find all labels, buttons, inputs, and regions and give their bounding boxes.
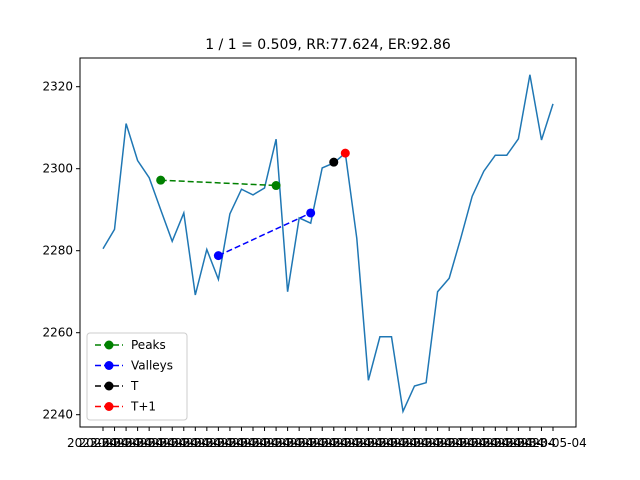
x-tick-label: 2023-04 (113, 436, 163, 450)
x-tick-label: 2023-04 (471, 436, 521, 450)
x-tick-label: 2023-04 (229, 436, 279, 450)
t-point (329, 157, 339, 167)
x-tick-label: 2023-04 (217, 436, 267, 450)
legend-peaks-label: Peaks (131, 338, 166, 352)
legend-peaks-marker (104, 340, 114, 350)
t-1-point (340, 148, 350, 158)
valleys-point (306, 208, 316, 218)
x-tick-label: 2023-04 (90, 436, 140, 450)
plot-frame (79, 57, 577, 428)
valleys-line (218, 212, 312, 257)
x-tick-label: 2023-04 (286, 436, 336, 450)
x-tick-label: 2023-04 (332, 436, 382, 450)
x-tick-label: 2023-04 (505, 436, 555, 450)
x-tick-label: 2023-04 (263, 436, 313, 450)
x-tick-label: 2023-04 (79, 436, 129, 450)
price-line (102, 74, 554, 415)
x-tick-label: 2023-04 (402, 436, 452, 450)
x-tick-label: 2023-04 (494, 436, 544, 450)
x-tick-label: 2023-04 (252, 436, 302, 450)
y-tick-label: 2240 (42, 408, 73, 422)
legend-t-marker (104, 381, 114, 391)
x-tick-label: 2023-04 (159, 436, 209, 450)
x-tick-label: 2023-04 (482, 436, 532, 450)
peaks-line (160, 179, 277, 187)
x-tick-label: 2023-05-04 (517, 436, 587, 450)
x-tick-label: 2023-04 (321, 436, 371, 450)
x-tick-label: 2023-04 (344, 436, 394, 450)
x-tick-label: 2023-04 (125, 436, 175, 450)
x-tick-label: 2023-04 (367, 436, 417, 450)
legend-t-1-label: T+1 (130, 400, 156, 414)
peaks-point (156, 175, 166, 185)
x-tick-label: 2023-04 (194, 436, 244, 450)
x-tick-label: 2023-04 (136, 436, 186, 450)
x-tick-label: 2023-04 (148, 436, 198, 450)
y-tick-label: 2260 (42, 326, 73, 340)
y-tick-label: 2300 (42, 162, 73, 176)
peaks-point (271, 181, 281, 191)
x-tick-label: 2023-04 (355, 436, 405, 450)
legend: Peaks Valleys T T+1 (86, 332, 188, 421)
x-tick-label: 2023-04 (436, 436, 486, 450)
legend-valleys-marker (104, 361, 114, 370)
x-tick-label: 2023-04 (459, 436, 509, 450)
legend-t-1-marker (104, 402, 114, 411)
x-tick-label: 2023-04 (102, 436, 152, 450)
y-tick-label: 2280 (42, 244, 73, 258)
x-tick-label: 2023-04 (413, 436, 463, 450)
x-tick-label: 2023-04 (390, 436, 440, 450)
x-tick-label: 2023-04 (240, 436, 290, 450)
x-tick-label: 2023-04 (205, 436, 255, 450)
x-tick-label: 2023-04 (425, 436, 475, 450)
x-tick-label: 2023-04 (67, 436, 117, 450)
x-tick-label: 2023-04 (182, 436, 232, 450)
legend-t-label: T (130, 379, 139, 393)
x-tick-label: 2023-04 (171, 436, 221, 450)
x-tick-label: 2023-04 (448, 436, 498, 450)
x-tick-label: 2023-04 (298, 436, 348, 450)
x-tick-label: 2023-04 (275, 436, 325, 450)
legend-box (86, 332, 188, 421)
valleys-point (213, 251, 223, 261)
y-tick-label: 2320 (42, 80, 73, 94)
chart-title: 1 / 1 = 0.509, RR:77.624, ER:92.86 (205, 37, 451, 53)
x-tick-label: 2023-04 (379, 436, 429, 450)
legend-valleys-label: Valleys (131, 359, 173, 373)
x-tick-label: 2023-04 (309, 436, 359, 450)
